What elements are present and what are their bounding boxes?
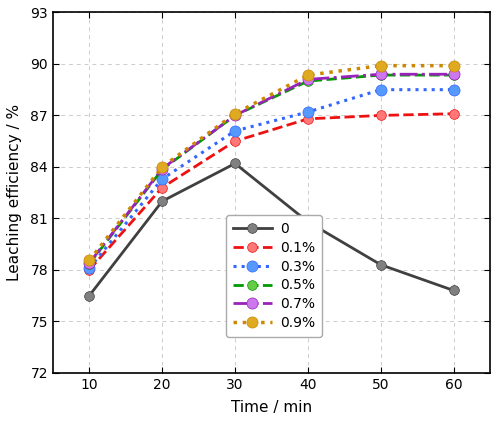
0.9% xyxy=(232,111,238,116)
0.3% xyxy=(451,87,457,92)
0.1% xyxy=(232,139,238,144)
Line: 0.3%: 0.3% xyxy=(84,84,459,274)
0 xyxy=(451,288,457,293)
0.3% xyxy=(232,128,238,133)
0.9% xyxy=(86,258,92,263)
0.5% xyxy=(378,73,384,78)
Y-axis label: Leaching efficiency / %: Leaching efficiency / % xyxy=(7,104,22,281)
Line: 0: 0 xyxy=(84,159,459,300)
0.5% xyxy=(159,167,165,172)
0.9% xyxy=(159,165,165,170)
0 xyxy=(378,262,384,267)
0.5% xyxy=(451,73,457,78)
X-axis label: Time / min: Time / min xyxy=(231,400,312,415)
0.3% xyxy=(305,109,311,114)
Line: 0.9%: 0.9% xyxy=(84,60,459,266)
0.7% xyxy=(451,72,457,77)
0.9% xyxy=(305,73,311,78)
0.5% xyxy=(86,261,92,266)
0.1% xyxy=(378,113,384,118)
Line: 0.5%: 0.5% xyxy=(84,70,459,269)
0.5% xyxy=(232,113,238,118)
Line: 0.1%: 0.1% xyxy=(84,109,459,275)
0.9% xyxy=(378,63,384,68)
0.3% xyxy=(378,87,384,92)
0.1% xyxy=(159,185,165,190)
0.9% xyxy=(451,63,457,68)
0.7% xyxy=(305,77,311,82)
0.3% xyxy=(86,265,92,271)
0.7% xyxy=(86,260,92,265)
0.1% xyxy=(86,268,92,273)
0 xyxy=(86,293,92,298)
0.7% xyxy=(159,166,165,171)
0.7% xyxy=(378,72,384,77)
0.1% xyxy=(305,116,311,122)
0.7% xyxy=(232,113,238,118)
0.3% xyxy=(159,176,165,181)
Line: 0.7%: 0.7% xyxy=(84,69,459,268)
0 xyxy=(232,161,238,166)
0 xyxy=(305,219,311,225)
Legend: 0, 0.1%, 0.3%, 0.5%, 0.7%, 0.9%: 0, 0.1%, 0.3%, 0.5%, 0.7%, 0.9% xyxy=(226,215,322,337)
0.5% xyxy=(305,78,311,84)
0 xyxy=(159,199,165,204)
0.1% xyxy=(451,111,457,116)
